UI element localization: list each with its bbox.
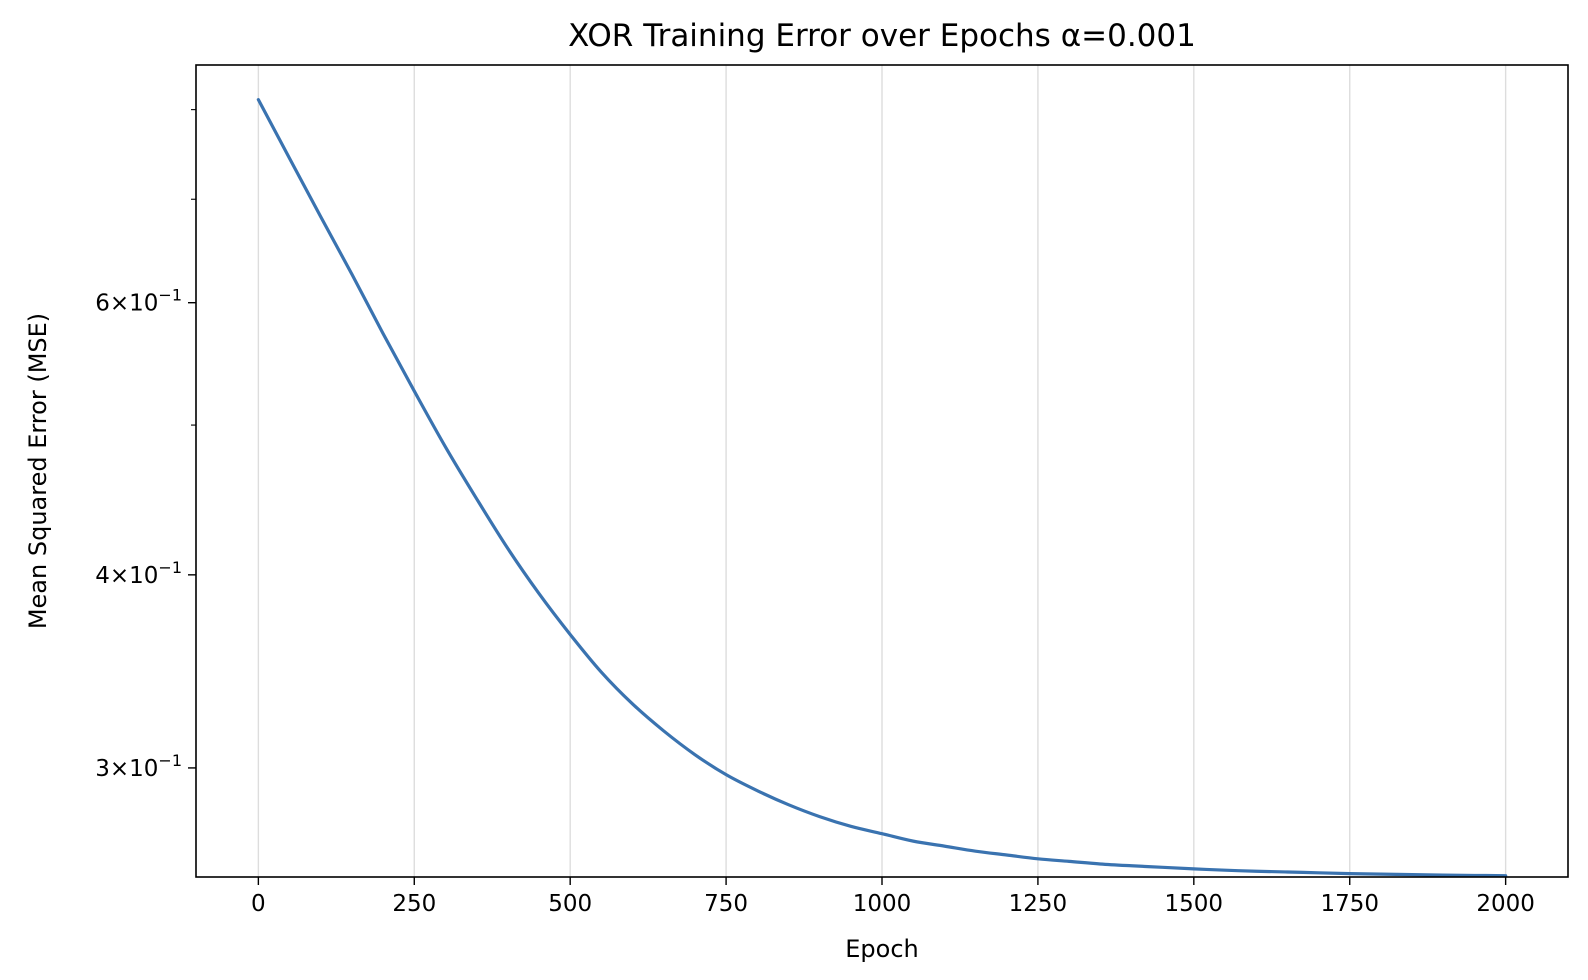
y-axis-label: Mean Squared Error (MSE) [24,313,52,629]
x-tick-label: 250 [392,891,436,917]
x-tick-label: 1250 [1009,891,1068,917]
y-tick-label: 6×10−1 [95,286,182,317]
x-tick-label: 1750 [1320,891,1379,917]
x-tick-label: 1000 [853,891,912,917]
x-tick-label: 750 [704,891,748,917]
y-axis-ticks: 6×10−1 4×10−1 3×10−1 [95,109,196,782]
x-gridlines [257,65,1507,877]
x-tick-label: 0 [251,891,266,917]
chart-title: XOR Training Error over Epochs α=0.001 [568,18,1196,54]
x-tick-label: 2000 [1476,891,1535,917]
x-tick-label: 500 [548,891,592,917]
x-tick-label: 1500 [1165,891,1224,917]
mse-line [256,98,1508,878]
y-tick-label: 3×10−1 [95,751,182,782]
x-axis-ticks: 0 250 500 750 1000 1250 1500 1750 2000 [251,877,1535,917]
y-tick-label: 4×10−1 [95,558,182,589]
x-axis-label: Epoch [845,935,919,963]
